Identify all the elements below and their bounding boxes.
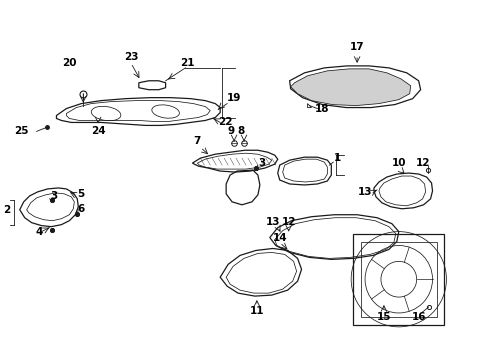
Text: 9: 9 [227, 126, 234, 136]
Text: 14: 14 [272, 233, 286, 243]
Text: 16: 16 [410, 312, 425, 322]
Text: 25: 25 [15, 126, 29, 136]
Text: 20: 20 [62, 58, 77, 68]
Polygon shape [290, 69, 410, 105]
Text: 5: 5 [78, 189, 85, 199]
Text: 13: 13 [265, 217, 280, 227]
Text: 15: 15 [376, 312, 390, 322]
Text: 11: 11 [249, 306, 264, 316]
Text: 3: 3 [50, 191, 57, 201]
Text: 6: 6 [78, 204, 85, 214]
Text: 12: 12 [414, 158, 429, 168]
Text: 19: 19 [226, 93, 241, 103]
Text: 1: 1 [333, 153, 340, 163]
Text: 2: 2 [3, 205, 10, 215]
Text: 22: 22 [218, 117, 232, 127]
Text: 18: 18 [314, 104, 329, 113]
Text: 3: 3 [258, 158, 265, 168]
Text: 7: 7 [193, 136, 201, 146]
Text: 4: 4 [36, 226, 43, 237]
Text: 17: 17 [349, 42, 364, 52]
Text: 21: 21 [180, 58, 194, 68]
Text: 13: 13 [357, 187, 371, 197]
Text: 12: 12 [281, 217, 295, 227]
Text: 8: 8 [237, 126, 244, 136]
Text: 24: 24 [91, 126, 105, 136]
Text: 23: 23 [123, 52, 138, 62]
Text: 10: 10 [391, 158, 405, 168]
